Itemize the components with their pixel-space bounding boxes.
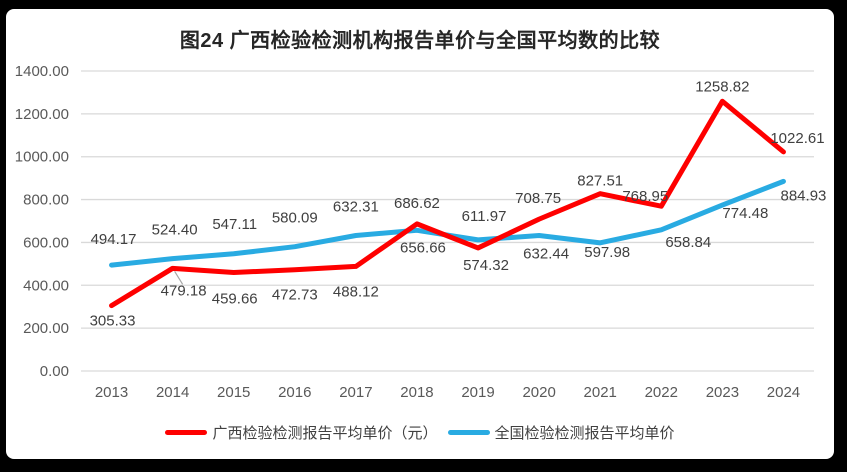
data-label-series-1: 597.98 (584, 244, 630, 261)
y-axis-tick-label: 800.00 (23, 192, 69, 209)
y-axis-tick-label: 1200.00 (15, 106, 69, 123)
data-label-series-1: 611.97 (462, 208, 507, 225)
x-axis-tick-label: 2024 (767, 384, 800, 401)
chart-title: 图24 广西检验检测机构报告单价与全国平均数的比较 (179, 30, 661, 52)
legend-item-national: 全国检验检测报告平均单价 (447, 422, 675, 443)
x-axis-tick-label: 2019 (461, 384, 494, 401)
legend-label-guangxi: 广西检验检测报告平均单价（元） (212, 425, 438, 442)
y-axis-tick-label: 600.00 (23, 234, 69, 251)
data-label-series-0: 479.18 (161, 282, 207, 299)
data-label-series-0: 305.33 (90, 313, 136, 330)
data-label-series-0: 827.51 (577, 173, 623, 190)
y-axis-tick-label: 1000.00 (15, 149, 69, 166)
y-axis-tick-label: 0.00 (40, 363, 69, 380)
data-label-series-1: 632.31 (333, 199, 379, 216)
data-label-series-1: 547.11 (212, 216, 257, 233)
data-label-series-0: 768.95 (622, 188, 668, 205)
data-label-series-0: 472.73 (272, 287, 318, 304)
data-label-series-1: 524.40 (152, 222, 198, 239)
data-label-series-0: 574.32 (463, 257, 509, 274)
x-axis-tick-label: 2023 (706, 384, 739, 401)
y-axis-tick-label: 200.00 (23, 320, 69, 337)
data-label-series-1: 494.17 (91, 231, 137, 248)
x-axis-tick-label: 2020 (522, 384, 555, 401)
x-axis-tick-label: 2017 (339, 384, 372, 401)
data-label-series-1: 580.09 (272, 210, 318, 227)
data-label-series-1: 884.93 (781, 187, 827, 204)
legend-item-guangxi: 广西检验检测报告平均单价（元） (165, 422, 438, 443)
x-axis-tick-label: 2016 (278, 384, 311, 401)
legend-swatch-national-icon (447, 430, 490, 435)
data-label-series-1: 656.66 (400, 239, 446, 256)
data-label-series-1: 632.44 (523, 245, 569, 262)
legend-swatch-guangxi-icon (165, 430, 208, 435)
legend-label-national: 全国检验检测报告平均单价 (494, 425, 675, 442)
x-axis-tick-label: 2021 (584, 384, 617, 401)
line-chart-canvas: 0.00 200.00 400.00 600.00 800.00 1000.00 1200.… (15, 63, 827, 401)
data-label-series-0: 686.62 (394, 195, 440, 212)
data-label-series-0: 1022.61 (770, 130, 824, 147)
data-label-series-1: 774.48 (722, 205, 768, 222)
x-axis-tick-label: 2018 (400, 384, 433, 401)
x-axis-tick-label: 2014 (156, 384, 189, 401)
x-axis-tick-label: 2013 (95, 384, 128, 401)
data-label-leader-line (174, 271, 184, 285)
data-label-series-0: 488.12 (333, 283, 379, 300)
data-label-series-0: 1258.82 (695, 78, 749, 95)
y-axis-tick-label: 400.00 (23, 277, 69, 294)
data-label-series-0: 708.75 (515, 190, 561, 207)
chart-panel: 图24 广西检验检测机构报告单价与全国平均数的比较 0.00 200.00 400.… (6, 9, 834, 459)
x-axis-tick-label: 2022 (645, 384, 678, 401)
data-label-series-0: 459.66 (212, 291, 258, 308)
y-axis-tick-label: 1400.00 (15, 63, 69, 80)
series-line-0 (109, 98, 786, 309)
data-label-series-1: 658.84 (665, 234, 711, 251)
x-axis-tick-label: 2015 (217, 384, 250, 401)
chart-legend: 广西检验检测报告平均单价（元） 全国检验检测报告平均单价 (6, 422, 834, 443)
